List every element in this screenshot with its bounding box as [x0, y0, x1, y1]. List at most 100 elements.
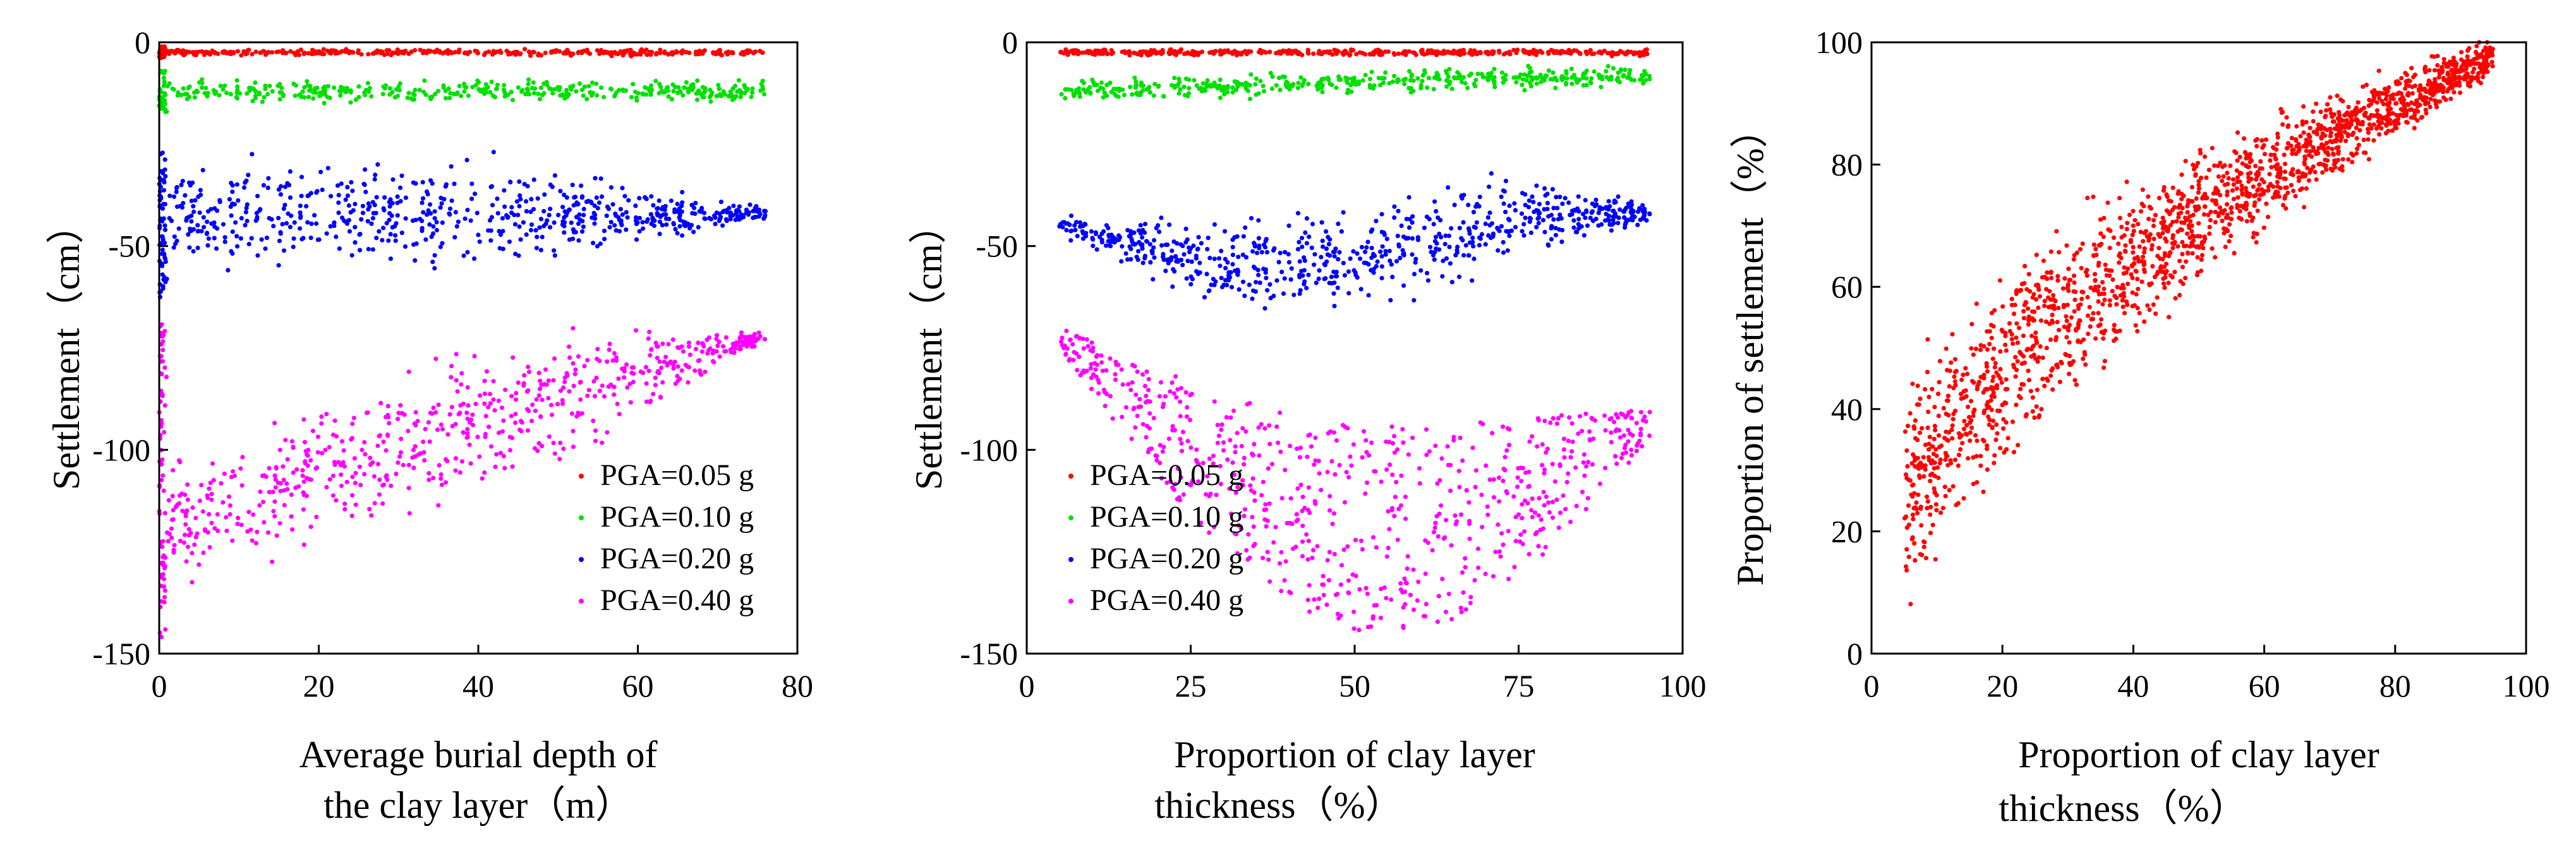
- data-point: [1304, 241, 1309, 246]
- data-point: [1338, 77, 1343, 82]
- data-point: [1136, 228, 1141, 233]
- data-point: [340, 215, 345, 220]
- data-point: [369, 513, 374, 518]
- data-point: [581, 207, 586, 212]
- data-point: [635, 220, 640, 225]
- data-point: [1597, 481, 1602, 486]
- data-point: [160, 45, 165, 51]
- data-point: [571, 230, 577, 235]
- data-point: [1321, 244, 1326, 249]
- data-point: [1557, 462, 1563, 467]
- data-point: [1452, 76, 1458, 81]
- data-point: [1077, 336, 1082, 341]
- data-point: [1296, 80, 1301, 86]
- data-point: [1288, 496, 1293, 501]
- data-point: [1561, 447, 1566, 452]
- data-point: [1401, 605, 1406, 610]
- data-point: [1442, 241, 1448, 247]
- data-point: [677, 224, 682, 229]
- data-point: [1449, 543, 1454, 548]
- data-point: [1448, 463, 1453, 468]
- data-point: [502, 465, 507, 470]
- data-point: [412, 92, 417, 98]
- data-point: [726, 50, 731, 55]
- data-point: [233, 220, 238, 225]
- data-point: [1129, 436, 1134, 441]
- data-point: [217, 200, 222, 205]
- data-point: [1096, 391, 1101, 396]
- data-point: [1911, 482, 1916, 488]
- data-point: [675, 345, 680, 350]
- data-point: [212, 206, 217, 211]
- data-point: [1297, 239, 1302, 244]
- data-point: [571, 444, 576, 450]
- data-point: [370, 460, 375, 465]
- data-point: [1161, 94, 1166, 99]
- data-point: [1952, 457, 1958, 462]
- data-point: [1144, 434, 1149, 440]
- data-point: [432, 253, 437, 258]
- data-point: [293, 83, 298, 88]
- data-point: [1568, 455, 1573, 460]
- data-point: [1472, 256, 1477, 261]
- data-point: [579, 229, 585, 234]
- data-point: [1334, 270, 1339, 275]
- data-point: [536, 371, 541, 376]
- data-point: [1489, 171, 1494, 176]
- data-point: [1306, 485, 1311, 490]
- data-point: [1641, 214, 1646, 220]
- data-point: [1266, 557, 1271, 562]
- data-point: [1381, 80, 1386, 85]
- data-point: [622, 369, 627, 374]
- data-point: [1322, 261, 1327, 266]
- data-point: [236, 198, 241, 203]
- data-point: [1161, 251, 1166, 257]
- data-point: [467, 442, 472, 447]
- data-point: [562, 215, 567, 220]
- data-point: [236, 515, 241, 520]
- data-point: [1156, 83, 1161, 88]
- data-point: [729, 92, 734, 97]
- data-point: [633, 203, 638, 208]
- data-point: [217, 93, 222, 98]
- data-point: [1371, 535, 1376, 540]
- data-point: [1506, 577, 1511, 582]
- data-point: [1504, 448, 1509, 453]
- data-point: [1346, 87, 1351, 92]
- data-point: [1468, 49, 1473, 54]
- data-point: [656, 198, 662, 203]
- data-point: [1175, 387, 1180, 392]
- data-point: [329, 194, 334, 199]
- data-point: [353, 225, 358, 230]
- data-point: [1434, 209, 1439, 214]
- data-point: [174, 186, 179, 191]
- data-point: [1384, 596, 1389, 601]
- data-point: [1480, 525, 1485, 530]
- data-point: [1281, 291, 1286, 296]
- data-point: [246, 510, 251, 515]
- data-point: [232, 201, 237, 207]
- data-point: [665, 363, 670, 368]
- data-point: [218, 83, 223, 88]
- data-point: [464, 410, 469, 416]
- data-point: [465, 385, 470, 390]
- data-point: [712, 213, 717, 218]
- data-point: [2003, 342, 2008, 347]
- data-point: [1250, 249, 1255, 254]
- data-point: [666, 342, 671, 347]
- data-point: [1501, 201, 1506, 207]
- data-point: [1182, 252, 1187, 257]
- data-point: [362, 472, 367, 477]
- data-point: [411, 447, 416, 453]
- data-point: [543, 51, 548, 56]
- data-point: [353, 470, 358, 476]
- data-point: [637, 215, 643, 220]
- data-point: [1103, 47, 1108, 53]
- data-point: [1491, 234, 1496, 239]
- data-point: [2180, 265, 2186, 270]
- data-point: [1317, 471, 1322, 476]
- data-point: [1228, 415, 1233, 420]
- data-point: [1493, 549, 1498, 554]
- data-point: [1404, 236, 1409, 241]
- data-point: [343, 197, 348, 202]
